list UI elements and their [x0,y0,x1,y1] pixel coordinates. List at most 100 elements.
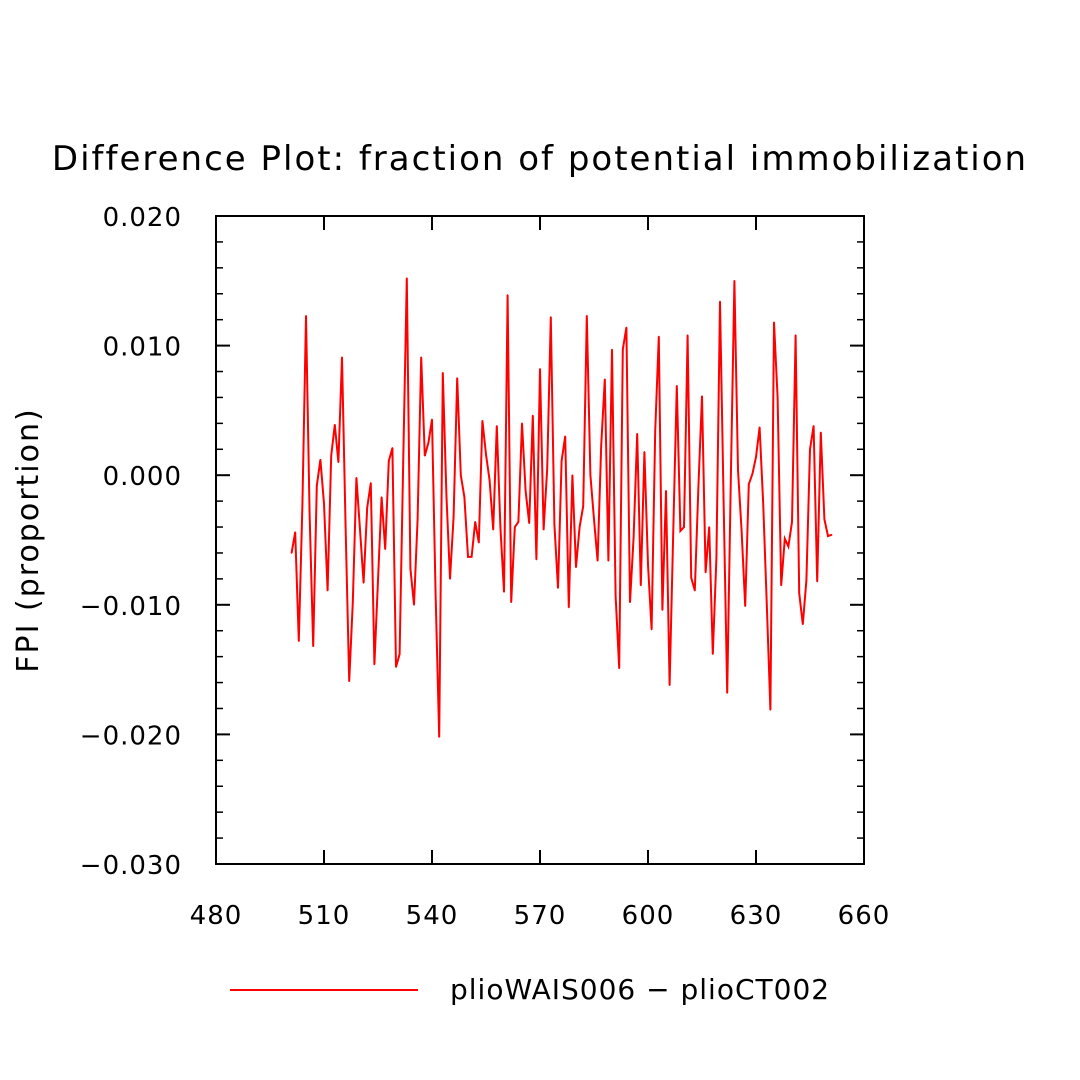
data-point [776,396,779,399]
data-point [820,431,822,434]
data-point [737,469,739,471]
data-point [827,535,829,537]
data-point [481,419,484,422]
data-point [413,604,415,606]
data-point [377,579,379,581]
data-point [805,579,808,581]
data-point [614,594,617,597]
data-point [424,454,426,457]
data-point [694,589,696,592]
data-point [514,526,516,528]
major-ticks [215,215,865,865]
data-point [395,666,397,668]
data-point [326,589,329,592]
data-point [802,623,804,626]
x-tick-labels: 480 510 540 570 600 630 660 [190,901,891,931]
data-point [474,521,477,523]
data-point [596,559,599,562]
x-tick-label: 540 [406,901,459,931]
data-point [791,521,793,523]
data-point [686,334,689,337]
data-point [632,536,635,539]
data-point [319,458,322,461]
data-point [402,461,405,464]
data-point [769,708,772,711]
data-point [600,444,602,447]
data-point [524,489,527,492]
y-tick-label: 0.020 [103,203,182,233]
data-point [323,502,325,505]
data-point [787,545,790,548]
data-point [701,395,703,397]
data-point [719,300,721,303]
data-point [355,476,358,479]
data-point [593,518,595,521]
data-point [640,584,642,587]
data-point [294,531,297,534]
data-point [658,335,660,338]
data-point [647,563,649,566]
data-point [434,593,437,596]
data-point [676,384,678,387]
data-point [730,479,732,482]
data-point [625,326,628,329]
data-point [546,467,548,470]
data-point [668,684,671,686]
data-point [301,504,304,506]
x-tick-label: 660 [838,901,891,931]
data-point [697,486,700,488]
y-tick-label: 0.010 [103,333,182,363]
chart-title: Difference Plot: fraction of potential i… [52,139,1028,179]
data-point [748,483,750,486]
data-point [334,423,336,426]
data-point [571,474,574,477]
data-point [463,496,466,499]
plot-frame [215,215,865,865]
data-point [470,556,473,558]
data-point [344,526,347,528]
data-point [467,556,469,558]
data-point [654,430,656,432]
data-point [604,378,606,381]
series-layer [290,277,833,738]
data-point [330,454,333,457]
data-point [305,314,307,317]
data-point [560,460,563,462]
data-point [751,473,754,475]
data-point [384,548,387,550]
data-point [532,414,534,417]
series-line [290,278,832,738]
data-point [586,314,588,317]
data-point [359,528,361,531]
data-point [661,609,664,611]
y-tick-labels: 0.020 0.010 0.000 −0.010 −0.020 −0.030 [80,203,182,881]
data-point [690,576,692,579]
data-point [611,348,613,351]
data-point [312,645,315,648]
data-point [784,537,786,540]
data-point [290,552,293,554]
data-point [744,605,746,607]
data-point [589,474,592,477]
data-point [762,502,764,505]
data-point [830,534,833,536]
data-point [643,451,646,453]
data-point [348,680,351,683]
data-point [499,526,502,528]
data-point [521,422,523,425]
data-point [298,640,300,642]
data-point [629,601,631,604]
data-point [766,604,768,606]
data-point [773,321,775,324]
y-axis-label: FPI (proportion) [11,407,46,672]
data-point [485,453,487,456]
data-point [564,435,566,438]
data-point [575,566,577,569]
data-point [809,448,811,451]
data-point [517,521,520,523]
data-point [550,316,552,318]
data-point [391,447,394,449]
data-point [427,442,430,444]
data-point [816,580,818,583]
data-point [665,489,667,492]
